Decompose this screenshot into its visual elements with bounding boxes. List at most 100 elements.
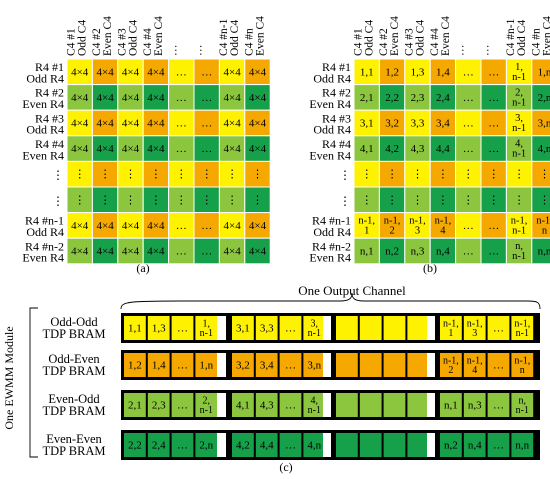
grid-cell [429, 186, 457, 214]
column-header: C4 #1 [353, 28, 365, 56]
bram-cell [487, 393, 510, 417]
bram-cell [124, 433, 146, 457]
bram-cell-label: … [177, 323, 188, 335]
bram-cell-label: n, [519, 395, 527, 406]
cell-label: n,4 [436, 246, 450, 258]
bram-cell-label: 4,2 [236, 440, 250, 452]
grid-cell [91, 186, 119, 214]
bram-cell [279, 433, 302, 457]
row-header: R4 #3 [35, 111, 64, 125]
bram-cell [124, 353, 146, 377]
row-header: R4 #4 [35, 137, 64, 151]
bram-cell [336, 353, 358, 377]
cell-label: … [176, 246, 187, 258]
cell-label: ⋮ [201, 194, 212, 206]
cell-label: ⋮ [252, 169, 263, 181]
column-header: Even C4 [440, 16, 452, 56]
cell-label: … [488, 220, 499, 232]
grid-cell [117, 84, 144, 111]
column-header: … [167, 45, 179, 57]
cell-label: 2,1 [360, 92, 374, 104]
cell-label: … [201, 220, 212, 232]
grid-cell [455, 58, 482, 86]
bram-cell-label: n-1, [443, 318, 459, 329]
cell-label: … [463, 118, 474, 130]
cell-label: 4,3 [411, 143, 425, 155]
cell-label: 4×4 [147, 220, 165, 232]
cell-label: 4×4 [122, 143, 140, 155]
grid-cell [480, 135, 507, 162]
cell-label: … [463, 92, 474, 104]
bram-cell [279, 393, 302, 417]
cell-label: 4×4 [249, 220, 267, 232]
column-header: C4 #2 [378, 28, 390, 56]
module-bracket [29, 307, 38, 458]
grid-cell [455, 109, 482, 137]
bram-cell-label: 3,2 [236, 360, 250, 372]
cell-label: n,n [538, 246, 550, 258]
cell-label: ⋮ [201, 169, 212, 181]
cell-label: 4×4 [122, 66, 140, 78]
cell-label: 4×4 [147, 118, 165, 130]
grid-cell [244, 186, 271, 214]
cell-label: n-1, [435, 215, 452, 226]
bram-cell-label: n,4 [468, 440, 482, 452]
cell-label: … [463, 220, 474, 232]
bram-cell [336, 433, 358, 457]
cell-label: n,3 [411, 246, 425, 258]
grid-cell [531, 237, 550, 265]
grid-cell [244, 58, 271, 86]
cell-label: … [201, 143, 212, 155]
cell-label: ⋮ [176, 169, 187, 181]
cell-label: n-1, [384, 215, 401, 226]
group-gap [217, 433, 226, 457]
cell-label: 4×4 [96, 92, 114, 104]
grid-cell [193, 135, 220, 162]
grid-cell [168, 109, 195, 137]
bram-cell [463, 353, 486, 377]
row-header: Even R4 [309, 148, 351, 162]
cell-label: 4×4 [147, 143, 165, 155]
bram-cell [255, 393, 278, 417]
bram-cell-label: n,2 [444, 440, 458, 452]
grid-cell [404, 237, 431, 265]
cell-label: 4×4 [249, 143, 267, 155]
cell-label: 1,1 [360, 66, 374, 78]
grid-cell [429, 135, 457, 162]
grid-cell [66, 186, 93, 214]
grid-cell [404, 58, 431, 86]
bram-cell [407, 393, 430, 417]
row-header: Odd R4 [26, 123, 64, 137]
grid-cell [168, 212, 195, 239]
row-header: Odd R4 [313, 225, 351, 239]
bram-cell-label: n-1 [516, 328, 529, 339]
bram-cell [147, 353, 170, 377]
grid-cell [218, 212, 246, 239]
bram-cell-label: 4, [311, 395, 319, 406]
row-header: ⋮ [339, 168, 351, 182]
bram-cell-label: n-1, [443, 355, 459, 366]
bram-cell-label: … [493, 440, 504, 452]
grid-cell [91, 237, 119, 265]
row-header: Even R4 [22, 251, 64, 265]
bram-cell-label: n-1, [514, 355, 530, 366]
cell-label: ⋮ [539, 169, 550, 181]
grid-cell [66, 212, 93, 239]
cell-label: 1 [364, 225, 369, 236]
row-header: Even R4 [22, 97, 64, 111]
cell-label: 3,2 [385, 118, 399, 130]
bram-cell [171, 433, 194, 457]
grid-cell [168, 58, 195, 86]
column-header: … [454, 45, 466, 57]
bram-cell [336, 393, 358, 417]
bram-cell [383, 316, 406, 340]
bram-cell-label: n,n [515, 440, 529, 452]
bram-cell-label: n-1 [200, 405, 213, 416]
cell-label: n-1, [409, 215, 426, 226]
bram-cell-label: … [285, 360, 296, 372]
bram-cell-label: n-1 [308, 328, 321, 339]
bram-cell [147, 433, 170, 457]
cell-label: 4×4 [122, 92, 140, 104]
bram-cell-label: … [285, 400, 296, 412]
group-gap [427, 433, 435, 457]
